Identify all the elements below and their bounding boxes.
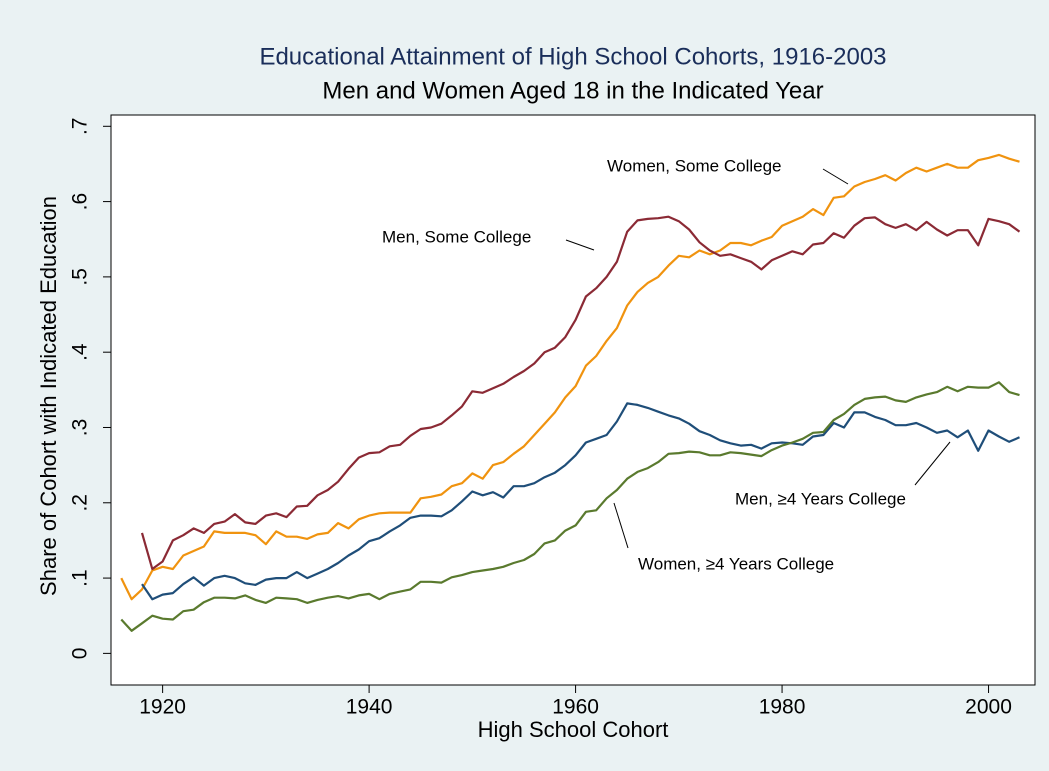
series-line	[140, 215, 1021, 571]
y-axis-title: Share of Cohort with Indicated Education	[36, 196, 61, 596]
y-tick-label: .4	[69, 343, 92, 361]
x-tick-label: 1980	[759, 696, 806, 719]
series-line	[120, 381, 1020, 632]
y-tick-label: .5	[69, 268, 92, 286]
x-tick-label: 2000	[965, 696, 1012, 719]
series-label: Men, ≥4 Years College	[735, 489, 906, 508]
leader-line	[613, 502, 629, 549]
y-tick-label: .2	[69, 494, 92, 512]
x-tick-label: 1920	[139, 696, 186, 719]
y-tick-label: 0	[69, 648, 92, 660]
series-label: Men, Some College	[382, 227, 531, 246]
y-tick-label: .1	[69, 569, 92, 587]
leader-line	[565, 239, 595, 251]
x-tick-label: 1940	[346, 696, 393, 719]
x-axis-title: High School Cohort	[478, 717, 669, 742]
leader-line	[822, 168, 849, 185]
leader-line	[914, 441, 951, 486]
series-label: Women, ≥4 Years College	[638, 554, 834, 573]
y-tick-label: .6	[69, 193, 92, 211]
plot-area	[110, 114, 1036, 686]
y-tick-label: .3	[69, 419, 92, 437]
y-tick-label: .7	[69, 118, 92, 136]
series-line	[141, 402, 1020, 601]
chart-title: Educational Attainment of High School Co…	[259, 43, 886, 70]
series-label: Women, Some College	[607, 156, 782, 175]
series-line	[120, 153, 1020, 601]
chart-subtitle: Men and Women Aged 18 in the Indicated Y…	[322, 77, 823, 104]
x-tick-label: 1960	[552, 696, 599, 719]
